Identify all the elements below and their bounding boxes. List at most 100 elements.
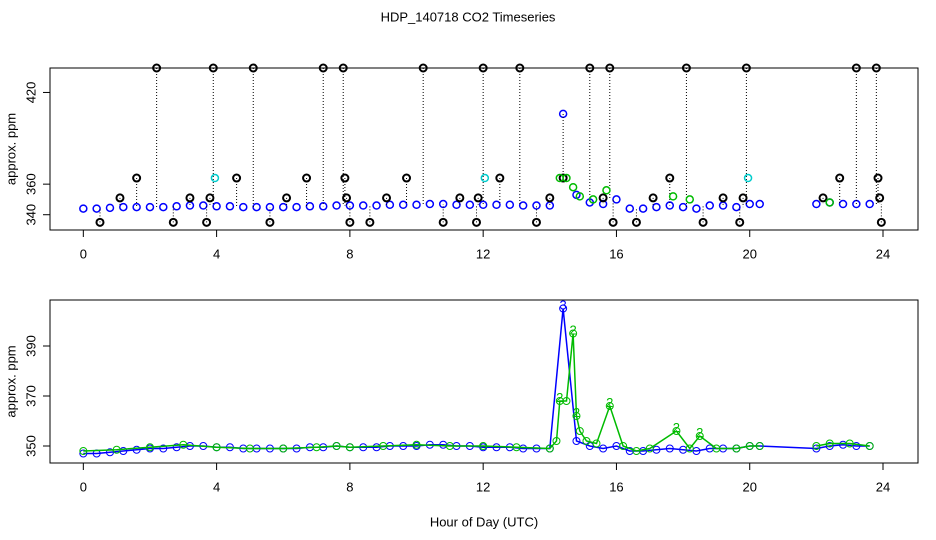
data-point: [79, 204, 88, 213]
data-point: [132, 202, 141, 212]
data-point: [282, 193, 292, 203]
data-point: [455, 193, 465, 203]
data-point: [425, 199, 435, 209]
data-point: [845, 439, 854, 448]
data-point: [552, 437, 561, 445]
data-point: [340, 173, 350, 183]
data-point: [852, 442, 861, 450]
data-point: [545, 444, 554, 453]
x-axis-label: Hour of Day (UTC): [430, 514, 538, 529]
data-point: [418, 63, 428, 73]
data-point: [92, 204, 101, 213]
data-point: [585, 63, 595, 73]
data-point: [365, 217, 375, 227]
data-point: [835, 173, 845, 183]
data-point: [95, 217, 105, 227]
y-tick-label: 390: [23, 335, 38, 357]
y-axis-label: approx. ppm: [3, 345, 18, 417]
data-point: [532, 201, 541, 210]
x-tick-label: 12: [476, 479, 490, 494]
data-point: [495, 173, 505, 183]
point-label: 2: [606, 395, 613, 410]
data-point: [252, 202, 261, 212]
data-point: [518, 201, 528, 210]
y-axis-label: approx. ppm: [3, 113, 18, 185]
data-point: [825, 439, 834, 448]
data-point: [212, 443, 221, 452]
data-point: [438, 199, 448, 209]
data-point: [145, 202, 155, 212]
point-label: 2: [696, 425, 703, 440]
data-point: [812, 444, 821, 453]
data-point: [465, 200, 475, 210]
data-point: [602, 186, 611, 195]
y-tick-label: 340: [23, 204, 38, 226]
data-point: [472, 217, 482, 227]
x-tick-label: 12: [476, 246, 490, 261]
data-point: [876, 217, 886, 227]
data-point: [115, 193, 125, 203]
data-point: [515, 63, 525, 73]
y-tick-label: 370: [23, 385, 38, 407]
data-point: [132, 445, 141, 454]
x-tick-label: 8: [346, 246, 353, 261]
data-point: [631, 217, 641, 227]
data-point: [119, 202, 128, 212]
data-point: [412, 440, 421, 449]
data-point: [569, 329, 578, 338]
data-point: [345, 201, 355, 210]
data-point: [712, 444, 721, 453]
data-point: [645, 444, 654, 453]
data-point: [545, 193, 555, 203]
data-point: [812, 199, 821, 209]
data-point: [755, 199, 764, 209]
x-tick-label: 16: [609, 479, 623, 494]
series-line: [83, 308, 870, 455]
data-point: [851, 63, 861, 73]
data-point: [79, 449, 88, 458]
data-point: [605, 63, 615, 73]
data-point: [873, 173, 883, 183]
data-point: [345, 443, 354, 452]
data-point: [598, 193, 608, 203]
data-point: [358, 201, 368, 210]
data-point: [638, 204, 648, 213]
data-point: [575, 192, 585, 201]
data-point: [678, 202, 688, 212]
data-point: [698, 217, 708, 227]
data-point: [159, 444, 168, 453]
data-point: [445, 442, 454, 450]
data-point: [473, 193, 483, 203]
x-tick-label: 20: [742, 246, 756, 261]
data-point: [575, 427, 584, 435]
data-point: [412, 200, 421, 210]
data-point: [612, 195, 621, 204]
data-point: [372, 201, 381, 210]
x-tick-label: 8: [346, 479, 353, 494]
x-tick-label: 0: [80, 246, 87, 261]
data-point: [572, 437, 581, 445]
data-point: [692, 447, 701, 455]
data-point: [588, 195, 598, 204]
data-point: [379, 442, 388, 450]
data-point: [685, 195, 695, 204]
data-point: [318, 202, 328, 211]
data-point: [168, 217, 178, 227]
data-point: [718, 193, 728, 203]
data-point: [735, 217, 745, 227]
data-point: [865, 442, 874, 450]
series-line: [83, 333, 870, 452]
x-tick-label: 4: [213, 246, 220, 261]
data-point: [755, 442, 764, 450]
data-point: [681, 63, 691, 73]
data-point: [172, 443, 181, 452]
x-tick-label: 20: [742, 479, 756, 494]
data-point: [558, 173, 568, 183]
y-tick-label: 420: [23, 82, 38, 104]
data-point: [318, 63, 328, 73]
data-point: [385, 200, 395, 210]
point-label: 2: [556, 390, 563, 405]
data-point: [619, 442, 628, 450]
data-point: [338, 63, 348, 73]
